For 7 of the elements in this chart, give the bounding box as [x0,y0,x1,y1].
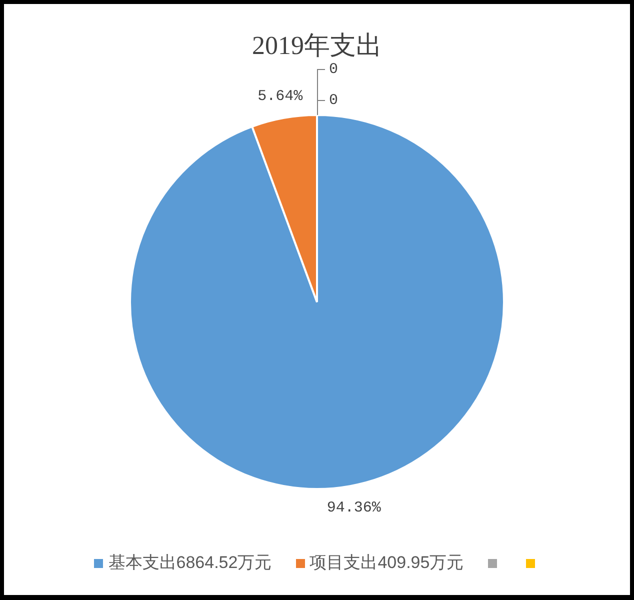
text: 0 [329,60,338,78]
legend-label: 项目支出409.95万元 [310,552,464,574]
data-label: 94.36% [326,500,382,517]
data-label: 5.64% [258,88,304,106]
legend-label: 基本支出6864.52万元 [108,552,272,574]
chart-title: 2019年支出 [252,30,382,60]
text: 0 [329,92,338,109]
